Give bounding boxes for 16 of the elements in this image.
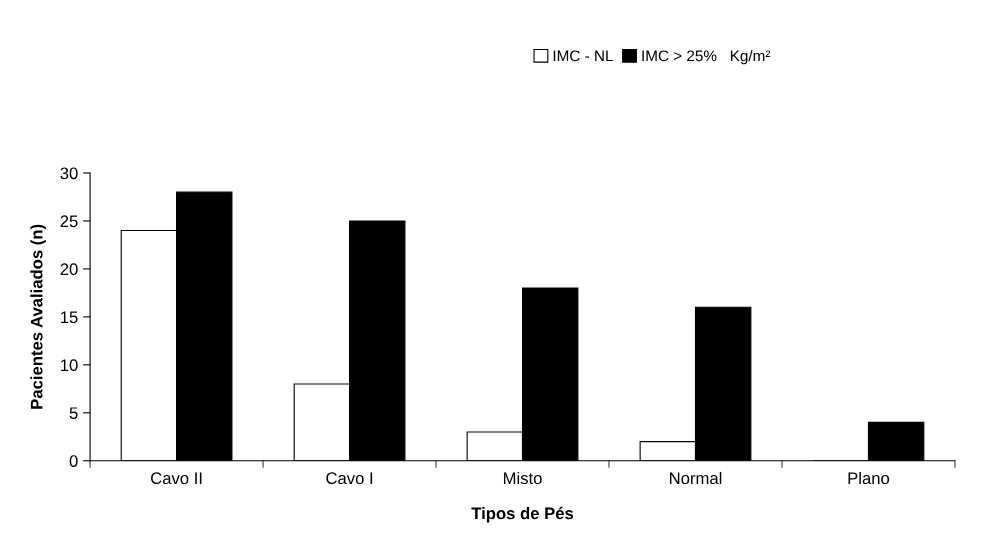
x-axis-title: Tipos de Pés [471,506,574,523]
x-tick-label: Cavo II [151,472,202,485]
y-tick-label: 15 [61,311,78,324]
y-tick-label: 30 [60,167,78,180]
y-tick-label: 20 [60,263,78,276]
y-tick-label: 0 [69,455,78,467]
x-tick-label: Cavo I [326,472,373,485]
x-tick-label: Normal [670,471,722,485]
y-tick-label: 10 [61,359,78,372]
x-tick-label: Misto [503,471,542,485]
y-tick-label: 25 [60,215,78,228]
y-tick-label: 5 [69,407,78,420]
legend-label: IMC > 25% Kg/m² [642,50,771,65]
legend-label: IMC - NL [553,50,613,62]
y-axis-title: Pacientes Avaliados (n) [30,224,46,409]
x-tick-label: Plano [848,471,890,485]
